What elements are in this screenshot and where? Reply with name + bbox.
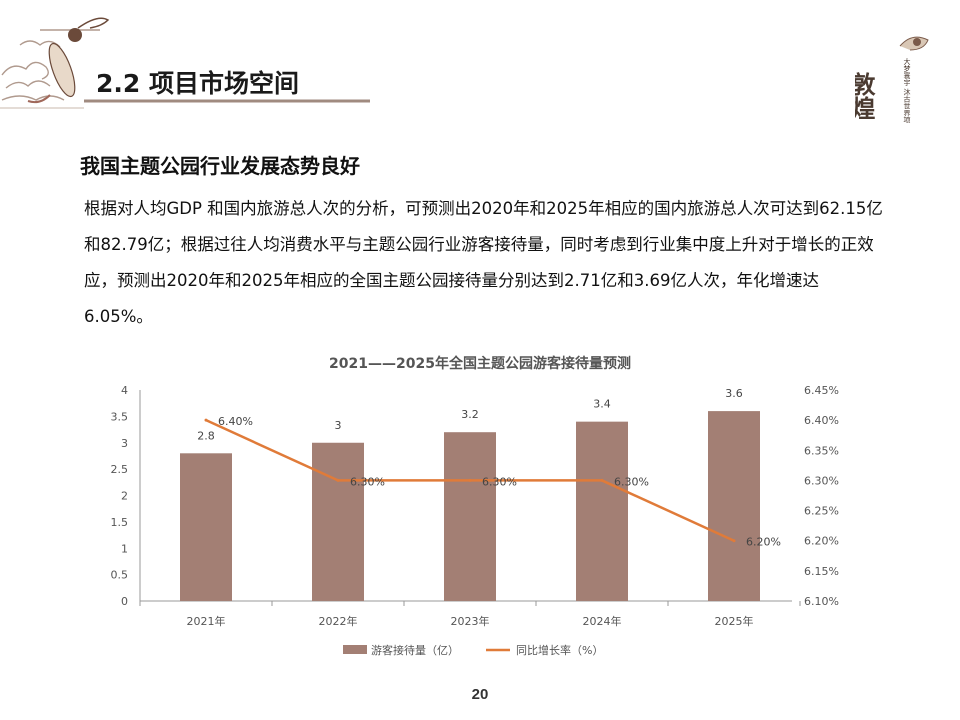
right-tick-label: 6.35% [804, 444, 839, 457]
section-title: 2.2 项目市场空间 [96, 69, 299, 98]
cloud-pattern-icon [1, 29, 100, 101]
body-paragraph: 根据对人均GDP 和国内旅游总人次的分析，可预测出2020年和2025年相应的国… [84, 199, 883, 326]
bar [180, 453, 232, 601]
bar [708, 411, 760, 601]
left-tick-label: 0 [121, 595, 128, 608]
legend-bar-swatch [343, 645, 367, 654]
left-tick-label: 3 [121, 437, 128, 450]
x-tick-label: 2021年 [187, 614, 226, 628]
subtitle: 我国主题公园行业发展态势良好 [80, 154, 360, 178]
legend-line-label: 同比增长率（%） [516, 643, 603, 657]
right-tick-label: 6.40% [804, 414, 839, 427]
line-point [204, 418, 208, 422]
x-tick-label: 2025年 [715, 614, 754, 628]
flying-figure-icon [27, 17, 110, 104]
chart-plot: 0 0.5 1 1.5 2 2.5 3 3.5 4 6.10% 6.15% 6.20% 6.25% 6.3… [111, 384, 839, 657]
logo-side-text: 大梦寰宇 沐古世界项目 [903, 57, 911, 123]
bar [576, 421, 628, 601]
left-tick-label: 0.5 [111, 569, 129, 582]
x-tick-label: 2024年 [583, 614, 622, 628]
line-point [336, 478, 340, 482]
left-tick-label: 2.5 [111, 463, 129, 476]
bar-value-label: 3.4 [593, 398, 611, 411]
right-tick-label: 6.45% [804, 384, 839, 397]
right-tick-label: 6.15% [804, 565, 839, 578]
left-tick-label: 3.5 [111, 410, 129, 423]
left-tick-label: 2 [121, 490, 128, 503]
bar [444, 432, 496, 601]
line-value-label: 6.40% [218, 415, 253, 428]
bar-value-label: 3.2 [461, 408, 479, 421]
left-tick-label: 1.5 [111, 516, 129, 529]
line-value-label: 6.20% [746, 536, 781, 549]
legend-bar-label: 游客接待量（亿） [371, 643, 459, 657]
right-tick-label: 6.20% [804, 535, 839, 548]
bar [312, 442, 364, 601]
right-tick-label: 6.30% [804, 474, 839, 487]
chart-title: 2021——2025年全国主题公园游客接待量预测 [329, 356, 631, 372]
x-tick-label: 2023年 [451, 614, 490, 628]
logo-main-text: 敦煌 [855, 71, 875, 121]
line-point [468, 478, 472, 482]
logo: 敦煌 大梦寰宇 沐古世界项目 [855, 36, 929, 123]
left-tick-label: 4 [121, 384, 128, 397]
bar-value-label: 2.8 [197, 429, 215, 442]
bar-value-label: 3.6 [725, 387, 743, 400]
header-decoration [0, 17, 370, 109]
page-number: 20 [471, 686, 489, 703]
line-value-label: 6.30% [482, 475, 517, 488]
left-tick-label: 1 [121, 542, 128, 555]
x-tick-label: 2022年 [319, 614, 358, 628]
line-value-label: 6.30% [614, 475, 649, 488]
line-point [732, 539, 736, 543]
right-tick-label: 6.25% [804, 505, 839, 518]
bar-value-label: 3 [335, 419, 342, 432]
right-tick-label: 6.10% [804, 595, 839, 608]
chart: 2021——2025年全国主题公园游客接待量预测 0 0.5 1 1.5 2 2.5 3 3.… [100, 345, 860, 670]
flying-apsara-icon [899, 36, 929, 51]
line-value-label: 6.30% [350, 475, 385, 488]
line-point [600, 478, 604, 482]
